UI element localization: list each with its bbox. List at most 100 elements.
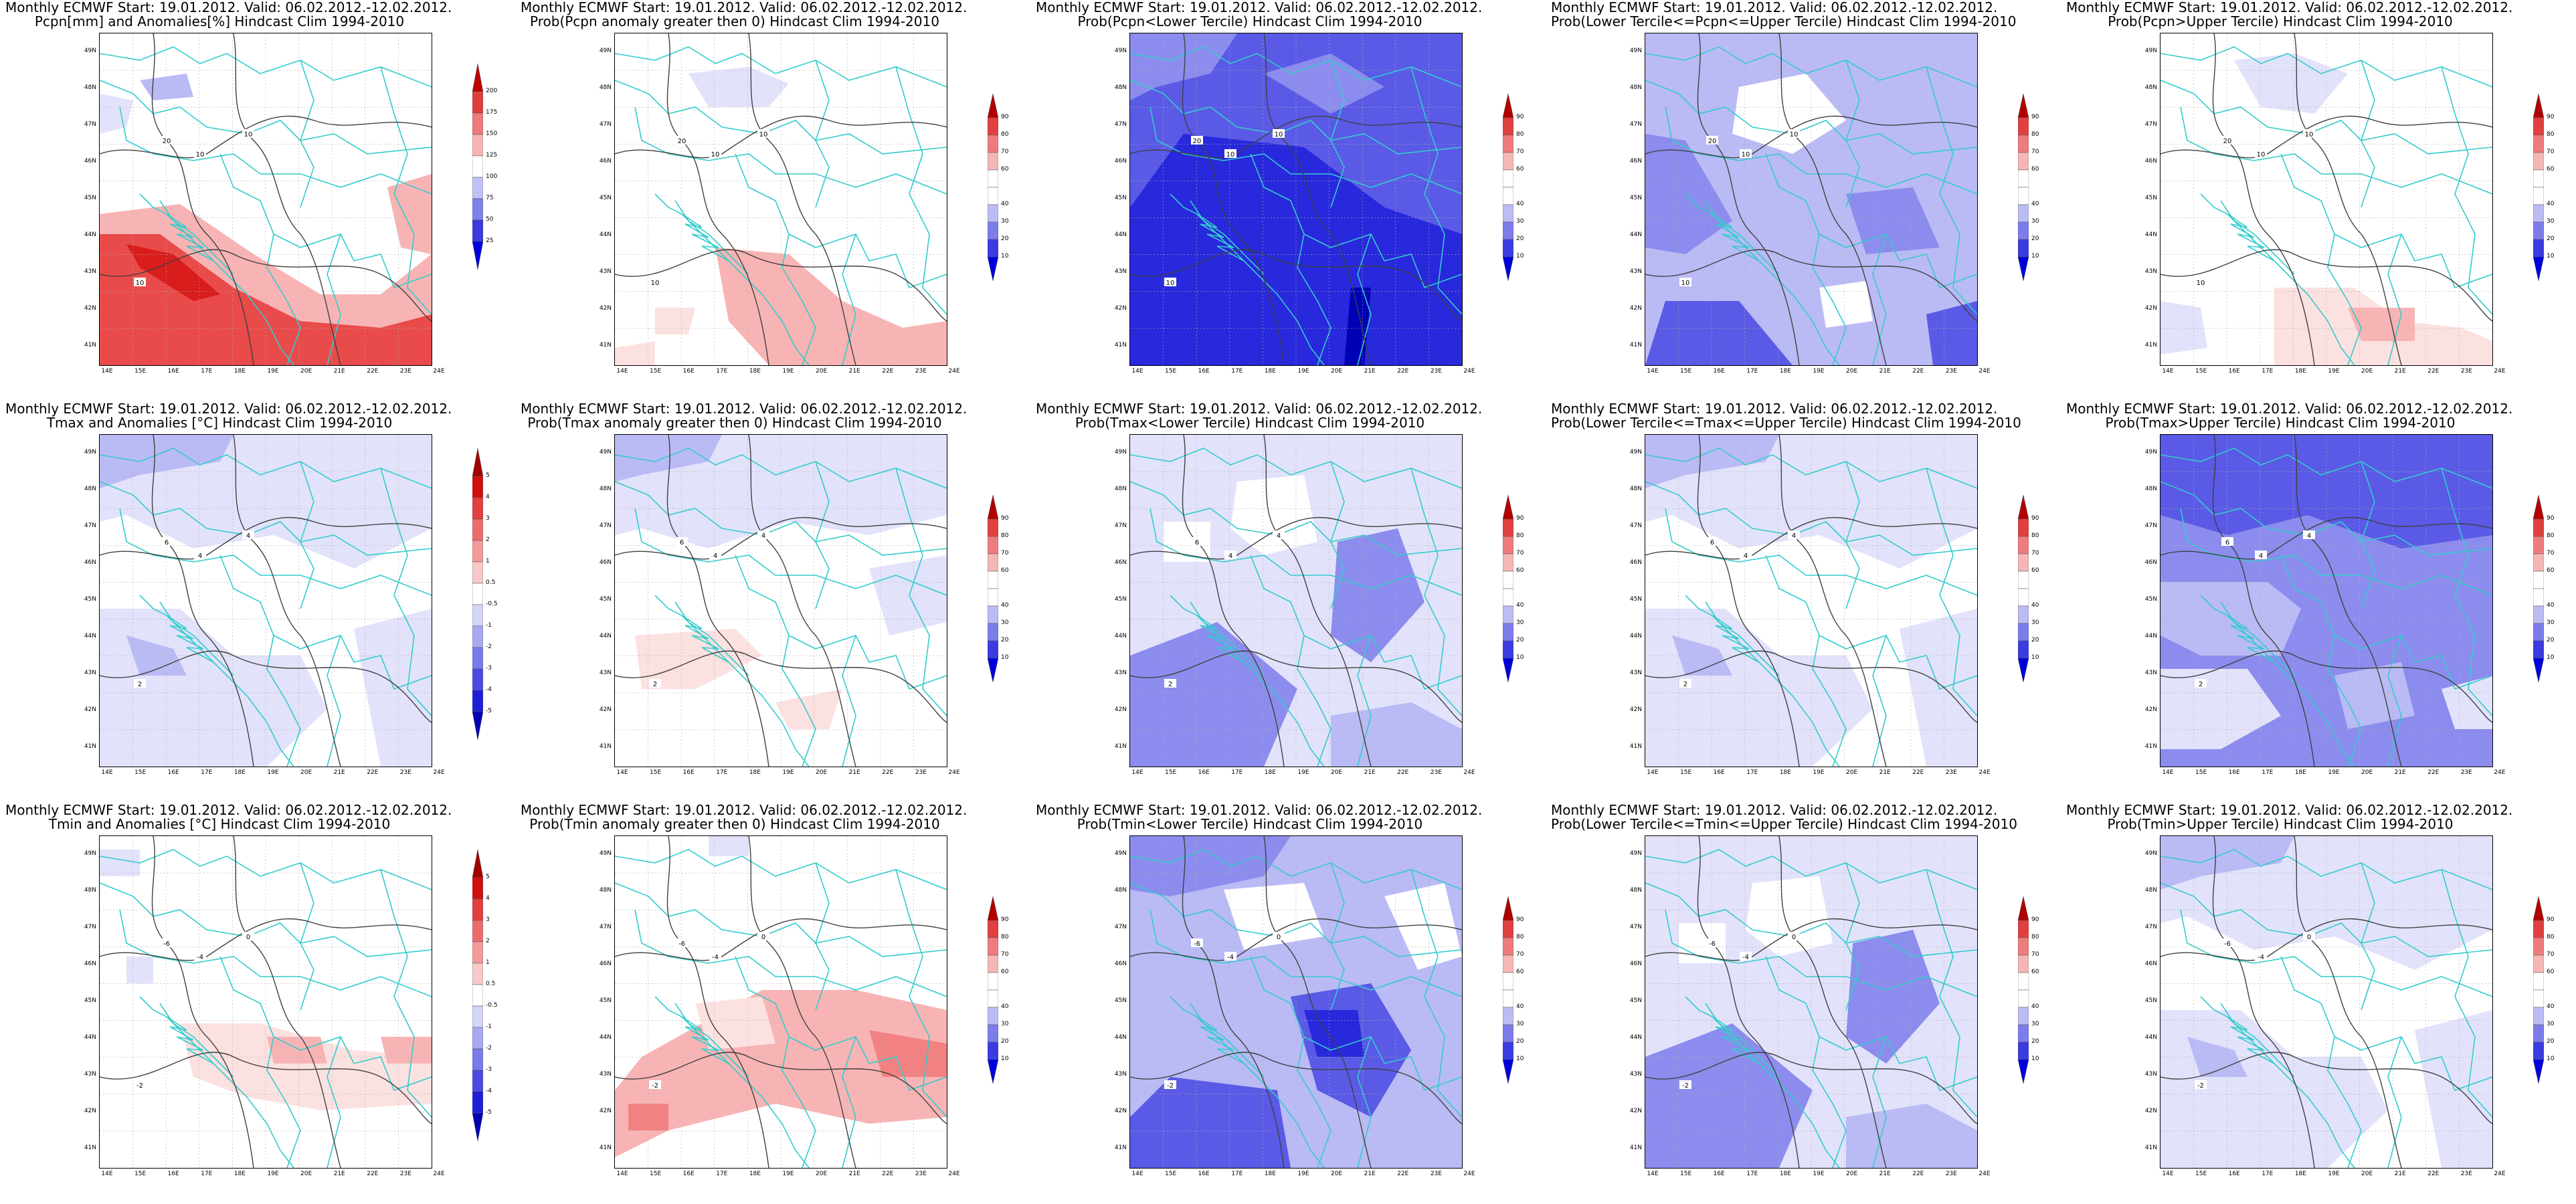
probability-area: [1846, 187, 1940, 254]
colorbar-segment: [988, 1059, 998, 1084]
contour-line: [615, 1051, 947, 1124]
colorbar-segment: [472, 1070, 483, 1092]
border-line: [1872, 635, 1887, 767]
latitude-label: 45N: [1114, 997, 1127, 1004]
colorbar: [1503, 495, 1513, 682]
longitude-label: 14E: [1647, 769, 1659, 776]
border-line: [1357, 635, 1372, 767]
anomaly-area: [1645, 435, 1779, 488]
colorbar-segment: [988, 1007, 998, 1025]
colorbar: [2533, 896, 2544, 1084]
coastline: [1190, 601, 1265, 676]
border-line: [2361, 862, 2375, 1011]
islands: [1712, 615, 1760, 663]
colorbar-label: 175: [486, 109, 498, 116]
colorbar-label: 30: [1516, 619, 1524, 626]
border-line: [735, 555, 947, 690]
latitude-label: 45N: [84, 596, 96, 603]
border-line: [842, 635, 856, 767]
colorbar-segment: [472, 1091, 483, 1114]
longitude-label: 21E: [333, 368, 345, 375]
longitude-label: 23E: [1430, 368, 1442, 375]
colorbar-label: 80: [1001, 131, 1009, 138]
border-line: [1330, 60, 1345, 208]
contour-line: [1263, 435, 1372, 767]
latitude-label: 48N: [1629, 84, 1642, 91]
longitude-label: 24E: [433, 1171, 445, 1177]
latitude-label: 48N: [2144, 886, 2157, 894]
contour-line: [1130, 249, 1462, 322]
latitude-label: 48N: [1114, 886, 1127, 894]
border-line: [266, 233, 301, 365]
colorbar-segment: [1503, 239, 1513, 258]
contour-label-box: [1273, 530, 1285, 539]
latitude-label: 45N: [2144, 596, 2157, 603]
longitude-label: 21E: [1364, 368, 1376, 375]
contour-label-box: [1191, 537, 1203, 546]
latitude-label: 47N: [599, 120, 612, 128]
map-panel: Monthly ECMWF Start: 19.01.2012. Valid: …: [5, 0, 521, 401]
colorbar-label: 30: [1001, 619, 1009, 626]
contour-line: [748, 33, 856, 365]
contour-line: [1263, 33, 1372, 365]
colorbar-label: 70: [2031, 550, 2039, 557]
longitude-label: 20E: [1331, 1171, 1343, 1177]
colorbar-label: 20: [2031, 637, 2039, 643]
contour-label-box: [134, 1080, 146, 1089]
colorbar-label: 40: [1516, 1003, 1524, 1010]
colorbar-segment: [2018, 94, 2029, 118]
latitude-label: 45N: [1114, 596, 1127, 603]
border-line: [1926, 468, 1977, 716]
longitude-label: 21E: [1879, 1171, 1891, 1177]
colorbar-segment: [2018, 518, 2029, 537]
contour-label-box: [161, 938, 173, 947]
longitude-label: 23E: [2460, 769, 2472, 776]
contour-label: -6: [2224, 940, 2231, 948]
panel-title-line1: Monthly ECMWF Start: 19.01.2012. Valid: …: [1551, 401, 1998, 417]
colorbar-label: 90: [2031, 114, 2039, 120]
longitude-label: 22E: [882, 769, 894, 776]
colorbar-label: 10: [2547, 654, 2555, 661]
border-line: [219, 555, 432, 690]
longitude-label: 20E: [2361, 1171, 2373, 1177]
colorbar-label: 30: [1516, 1021, 1524, 1027]
longitude-label: 20E: [300, 368, 312, 375]
colorbar-segment: [2018, 623, 2029, 641]
contour-lines: [1645, 33, 1977, 365]
longitude-label: 19E: [2328, 1171, 2340, 1177]
latitude-label: 41N: [1114, 1144, 1127, 1152]
latitude-label: 49N: [2144, 849, 2157, 857]
latitude-label: 41N: [1629, 743, 1642, 750]
border-line: [1645, 447, 1977, 489]
longitude-label: 22E: [1912, 1171, 1924, 1177]
map-panel: Monthly ECMWF Start: 19.01.2012. Valid: …: [1551, 0, 2066, 401]
border-line: [1357, 1036, 1372, 1168]
islands: [681, 615, 729, 663]
border-line: [2327, 233, 2362, 365]
coastline: [2220, 1003, 2295, 1078]
border-line: [1872, 233, 1887, 365]
contour-line: [1130, 516, 1462, 560]
anomaly-area: [354, 609, 432, 767]
coastline: [2220, 601, 2295, 676]
contour-label: -6: [1194, 940, 1200, 948]
longitude-label: 17E: [2262, 1171, 2274, 1177]
contour-label: 10: [2305, 131, 2314, 138]
probability-area: [1645, 33, 1977, 365]
anomaly-area: [2415, 1010, 2492, 1168]
borders-and-rivers: [1130, 46, 1462, 365]
colorbar-segment: [1503, 972, 1513, 991]
colorbar-label: 60: [1001, 166, 1009, 173]
contour-line: [2212, 435, 2315, 767]
latitude-label: 47N: [2144, 120, 2157, 128]
border-line: [1665, 106, 1977, 195]
border-line: [1765, 956, 1977, 1092]
contour-label-box: [676, 136, 688, 144]
contour-label-box: [757, 129, 769, 138]
colorbar-label: -3: [486, 665, 492, 672]
colorbar-segment: [472, 241, 483, 270]
colorbar-label: 5: [486, 472, 490, 479]
colorbar-label: 125: [486, 152, 498, 159]
longitude-label: 16E: [1198, 769, 1210, 776]
colorbar-label: 30: [1001, 218, 1009, 225]
